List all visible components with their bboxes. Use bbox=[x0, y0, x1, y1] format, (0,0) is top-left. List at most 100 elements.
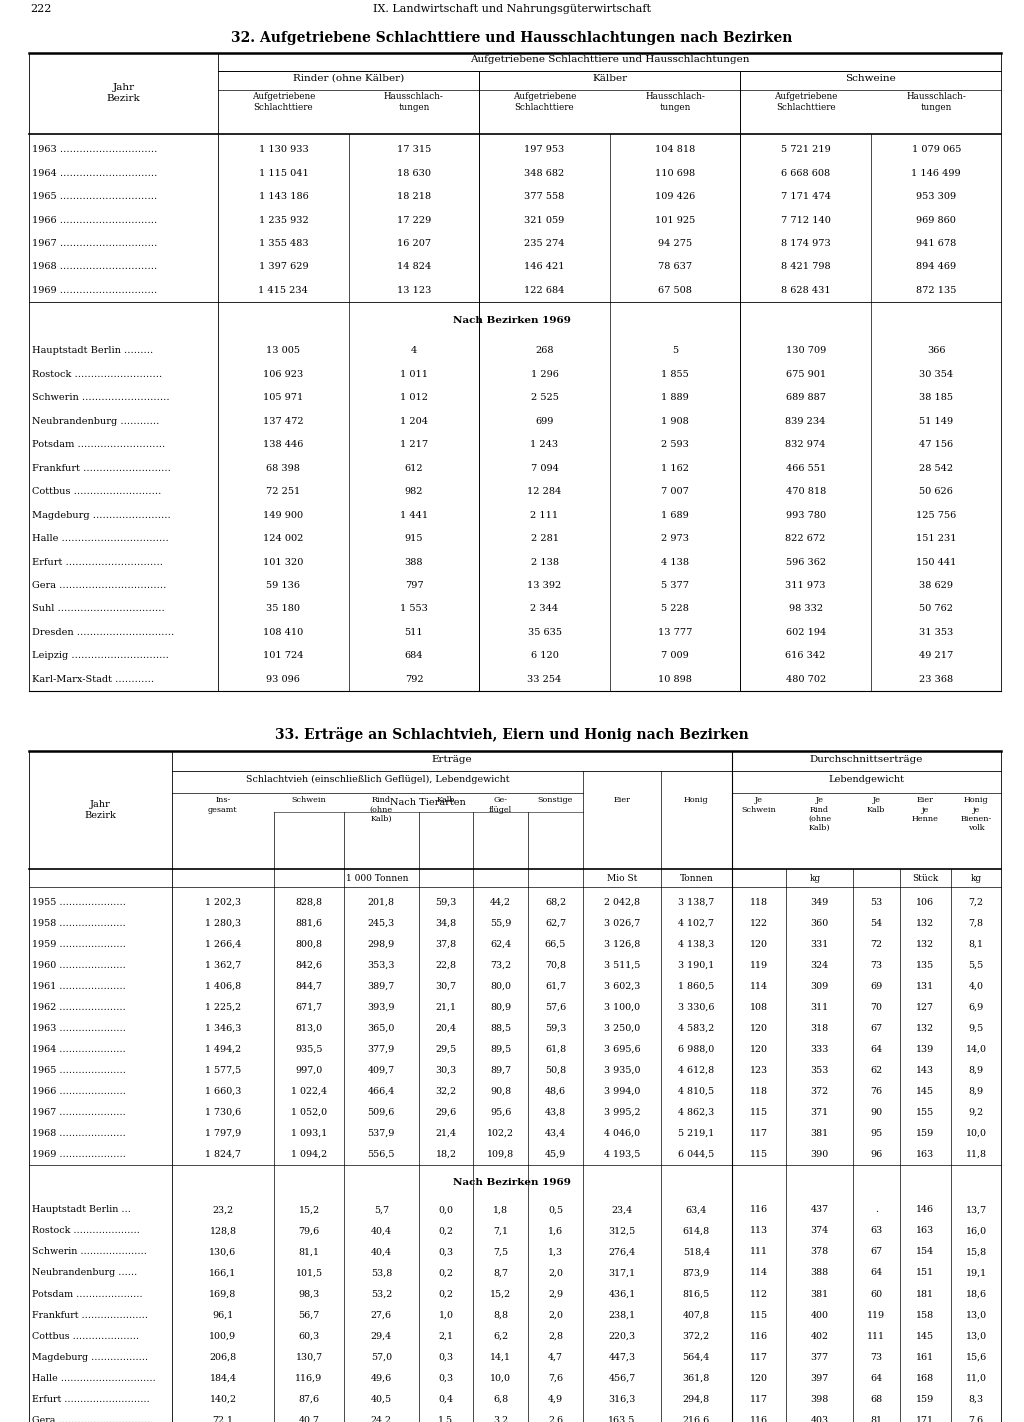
Text: 298,9: 298,9 bbox=[368, 940, 395, 948]
Text: 675 901: 675 901 bbox=[785, 370, 825, 378]
Text: 792: 792 bbox=[404, 675, 423, 684]
Text: 132: 132 bbox=[916, 919, 934, 927]
Text: 844,7: 844,7 bbox=[296, 981, 323, 991]
Text: 23,2: 23,2 bbox=[212, 1206, 233, 1214]
Text: 122: 122 bbox=[750, 919, 768, 927]
Text: 5 228: 5 228 bbox=[662, 604, 689, 613]
Text: Je
Kalb: Je Kalb bbox=[867, 796, 886, 813]
Text: Halle ……………………………: Halle …………………………… bbox=[32, 535, 169, 543]
Text: 2 973: 2 973 bbox=[662, 535, 689, 543]
Text: 117: 117 bbox=[750, 1352, 768, 1362]
Text: 839 234: 839 234 bbox=[785, 417, 825, 425]
Text: 6,2: 6,2 bbox=[494, 1331, 508, 1341]
Text: 0,2: 0,2 bbox=[438, 1290, 454, 1298]
Text: 135: 135 bbox=[916, 961, 934, 970]
Text: 47 156: 47 156 bbox=[920, 441, 953, 449]
Text: 98 332: 98 332 bbox=[788, 604, 822, 613]
Text: 5 219,1: 5 219,1 bbox=[678, 1129, 715, 1138]
Text: 6 668 608: 6 668 608 bbox=[781, 169, 830, 178]
Text: 953 309: 953 309 bbox=[916, 192, 956, 201]
Text: 201,8: 201,8 bbox=[368, 897, 395, 907]
Text: 139: 139 bbox=[916, 1045, 934, 1054]
Text: Gera ……………………………: Gera …………………………… bbox=[32, 582, 166, 590]
Text: 60: 60 bbox=[870, 1290, 883, 1298]
Text: 60,3: 60,3 bbox=[298, 1331, 319, 1341]
Text: Nach Bezirken 1969: Nach Bezirken 1969 bbox=[453, 316, 571, 326]
Text: 1965 …………………………: 1965 ………………………… bbox=[32, 192, 157, 201]
Text: 1 094,2: 1 094,2 bbox=[291, 1150, 327, 1159]
Text: 168: 168 bbox=[916, 1374, 934, 1382]
Text: 81: 81 bbox=[870, 1416, 883, 1422]
Text: 1,0: 1,0 bbox=[438, 1311, 454, 1320]
Text: 7 094: 7 094 bbox=[530, 464, 558, 472]
Text: 66,5: 66,5 bbox=[545, 940, 566, 948]
Text: 101 925: 101 925 bbox=[655, 216, 695, 225]
Text: 12 284: 12 284 bbox=[527, 488, 561, 496]
Text: 50 762: 50 762 bbox=[920, 604, 953, 613]
Text: 8,8: 8,8 bbox=[494, 1311, 508, 1320]
Text: Aufgetriebene
Schlachttiere: Aufgetriebene Schlachttiere bbox=[252, 92, 315, 112]
Text: 372: 372 bbox=[810, 1086, 828, 1096]
Text: 1 143 186: 1 143 186 bbox=[258, 192, 308, 201]
Text: 381: 381 bbox=[810, 1129, 828, 1138]
Text: 0,2: 0,2 bbox=[438, 1226, 454, 1236]
Text: 15,2: 15,2 bbox=[298, 1206, 319, 1214]
Text: 53,8: 53,8 bbox=[371, 1268, 392, 1277]
Text: 13,0: 13,0 bbox=[966, 1331, 986, 1341]
Text: 3 511,5: 3 511,5 bbox=[604, 961, 640, 970]
Text: 1 093,1: 1 093,1 bbox=[291, 1129, 327, 1138]
Text: 151: 151 bbox=[916, 1268, 934, 1277]
Text: Eier: Eier bbox=[613, 796, 631, 805]
Text: 1 204: 1 204 bbox=[400, 417, 428, 425]
Text: 1964 …………………………: 1964 ………………………… bbox=[32, 169, 157, 178]
Text: 3 995,2: 3 995,2 bbox=[604, 1108, 640, 1118]
Text: 13 777: 13 777 bbox=[657, 629, 692, 637]
Text: 7,8: 7,8 bbox=[969, 919, 983, 927]
Text: 146 421: 146 421 bbox=[524, 263, 565, 272]
Text: 28 542: 28 542 bbox=[920, 464, 953, 472]
Text: Je
Schwein: Je Schwein bbox=[741, 796, 776, 813]
Text: Honig
je
Bienen-
volk: Honig je Bienen- volk bbox=[961, 796, 991, 832]
Text: 102,2: 102,2 bbox=[487, 1129, 514, 1138]
Text: 216,6: 216,6 bbox=[683, 1416, 710, 1422]
Text: Sonstige: Sonstige bbox=[538, 796, 573, 805]
Text: 1 355 483: 1 355 483 bbox=[259, 239, 308, 247]
Text: 389,7: 389,7 bbox=[368, 981, 395, 991]
Text: 4 612,8: 4 612,8 bbox=[678, 1066, 715, 1075]
Text: 61,7: 61,7 bbox=[545, 981, 566, 991]
Text: 388: 388 bbox=[810, 1268, 828, 1277]
Text: 397: 397 bbox=[810, 1374, 828, 1382]
Text: 106 923: 106 923 bbox=[263, 370, 303, 378]
Text: 95,6: 95,6 bbox=[490, 1108, 511, 1118]
Text: 13,7: 13,7 bbox=[966, 1206, 986, 1214]
Text: 105 971: 105 971 bbox=[263, 394, 303, 402]
Text: 0,3: 0,3 bbox=[438, 1247, 454, 1257]
Text: 44,2: 44,2 bbox=[490, 897, 511, 907]
Text: 1 908: 1 908 bbox=[662, 417, 689, 425]
Text: Schwerin ………………………: Schwerin ……………………… bbox=[32, 394, 169, 402]
Text: 813,0: 813,0 bbox=[295, 1024, 323, 1032]
Text: 1,5: 1,5 bbox=[438, 1416, 454, 1422]
Text: 1968 …………………: 1968 ………………… bbox=[32, 1129, 126, 1138]
Text: 1,6: 1,6 bbox=[548, 1226, 563, 1236]
Text: 18,2: 18,2 bbox=[435, 1150, 457, 1159]
Text: 120: 120 bbox=[750, 1045, 768, 1054]
Text: 62,7: 62,7 bbox=[545, 919, 566, 927]
Text: 1969 …………………: 1969 ………………… bbox=[32, 1150, 126, 1159]
Text: 120: 120 bbox=[750, 1374, 768, 1382]
Text: 21,4: 21,4 bbox=[435, 1129, 457, 1138]
Text: 169,8: 169,8 bbox=[209, 1290, 237, 1298]
Text: 23 368: 23 368 bbox=[920, 675, 953, 684]
Text: 122 684: 122 684 bbox=[524, 286, 564, 294]
Text: 466,4: 466,4 bbox=[368, 1086, 395, 1096]
Text: 311: 311 bbox=[810, 1003, 828, 1012]
Text: 30,7: 30,7 bbox=[435, 981, 457, 991]
Text: 171: 171 bbox=[916, 1416, 934, 1422]
Text: 8,9: 8,9 bbox=[969, 1086, 984, 1096]
Text: 127: 127 bbox=[916, 1003, 934, 1012]
Text: 57,6: 57,6 bbox=[545, 1003, 566, 1012]
Text: Aufgetriebene
Schlachttiere: Aufgetriebene Schlachttiere bbox=[513, 92, 577, 112]
Text: 997,0: 997,0 bbox=[295, 1066, 323, 1075]
Text: 108 410: 108 410 bbox=[263, 629, 303, 637]
Text: 59 136: 59 136 bbox=[266, 582, 300, 590]
